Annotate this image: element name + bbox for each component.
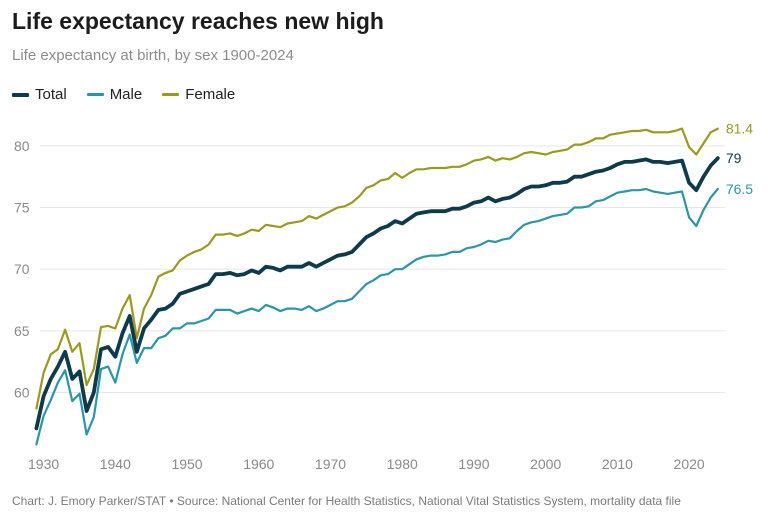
legend-label-female: Female (185, 86, 236, 103)
x-tick-label-2000: 2000 (530, 456, 561, 472)
legend-item-female: Female (162, 86, 235, 103)
legend-swatch-total (12, 92, 29, 97)
x-tick-label-1980: 1980 (387, 456, 418, 472)
x-tick-label-2020: 2020 (674, 456, 705, 472)
series-line-male (35, 187, 719, 446)
chart-subtitle: Life expectancy at birth, by sex 1900-20… (12, 47, 294, 64)
x-tick-label-1930: 1930 (28, 456, 59, 472)
chart-source: Chart: J. Emory Parker/STAT • Source: Na… (12, 494, 681, 508)
end-label-male: 76.5 (726, 181, 753, 197)
legend-item-male: Male (86, 86, 143, 103)
x-tick-label-1940: 1940 (100, 456, 131, 472)
end-label-female: 81.4 (726, 121, 753, 137)
y-tick-label-75: 75 (14, 200, 30, 216)
legend-item-total: Total (12, 86, 67, 103)
x-tick-label-1950: 1950 (171, 456, 202, 472)
series-line-total (34, 156, 720, 431)
x-tick-label-1990: 1990 (458, 456, 489, 472)
legend-swatch-female (162, 93, 180, 96)
y-tick-label-65: 65 (14, 323, 30, 339)
x-tick-label-2010: 2010 (602, 456, 633, 472)
legend-label-male: Male (109, 86, 143, 103)
x-tick-label-1970: 1970 (315, 456, 346, 472)
chart-title: Life expectancy reaches new high (12, 8, 384, 34)
y-tick-label-60: 60 (14, 385, 30, 401)
y-tick-label-80: 80 (14, 138, 30, 154)
legend: Total Male Female (12, 86, 255, 103)
x-tick-label-1960: 1960 (243, 456, 274, 472)
y-tick-label-70: 70 (14, 261, 30, 277)
end-label-total: 79 (726, 150, 742, 166)
legend-label-total: Total (35, 86, 67, 103)
series-line-female (35, 127, 719, 410)
legend-swatch-male (86, 93, 104, 96)
